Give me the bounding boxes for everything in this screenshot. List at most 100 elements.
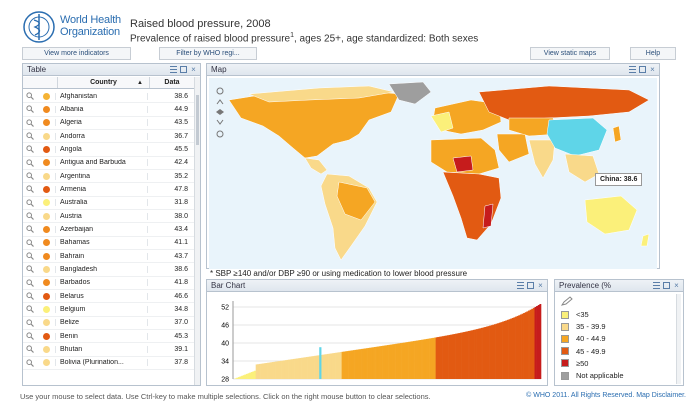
legend-item[interactable]: Not applicable [561, 371, 624, 380]
chart-bar[interactable] [516, 315, 519, 379]
chart-bar[interactable] [357, 349, 360, 379]
chart-bar[interactable] [309, 356, 312, 379]
chart-bar[interactable] [430, 338, 433, 379]
chart-bar[interactable] [503, 321, 506, 379]
legend-item[interactable]: <35 [561, 310, 589, 319]
table-row[interactable]: Bahamas 41.1 [23, 237, 194, 250]
chart-bar[interactable] [456, 333, 459, 379]
chart-bar[interactable] [331, 353, 334, 379]
table-row[interactable]: Belgium 34.8 [23, 303, 194, 317]
world-map-shapes[interactable] [209, 78, 657, 269]
chart-bar[interactable] [531, 308, 534, 379]
chart-bar[interactable] [395, 343, 398, 379]
chart-bar[interactable] [511, 317, 514, 379]
chart-bar[interactable] [364, 348, 367, 379]
chart-bar[interactable] [409, 341, 412, 379]
table-row[interactable]: Antigua and Barbuda 42.4 [23, 157, 194, 170]
chart-bar[interactable] [263, 363, 266, 379]
view-more-indicators-button[interactable]: View more indicators [22, 47, 131, 60]
chart-bar[interactable] [312, 356, 315, 379]
chart-bar[interactable] [359, 349, 362, 379]
chart-bar[interactable] [281, 360, 284, 379]
country-column-header[interactable]: Country ▲ [57, 77, 149, 88]
chart-bar[interactable] [388, 344, 391, 379]
chart-bar[interactable] [528, 310, 530, 379]
chart-bar[interactable] [524, 312, 527, 379]
maximize-icon[interactable] [639, 66, 646, 73]
legend-scrollbar[interactable] [676, 294, 681, 384]
copyright-link[interactable]: © WHO 2011. All Rights Reserved. Map Dis… [526, 392, 686, 399]
chart-bar[interactable] [461, 332, 464, 379]
chart-bar[interactable] [349, 350, 352, 379]
magnify-icon[interactable] [23, 239, 37, 247]
chart-bar[interactable] [396, 343, 399, 379]
magnify-icon[interactable] [23, 105, 37, 114]
magnify-icon[interactable] [23, 292, 37, 301]
chart-bar[interactable] [489, 325, 492, 379]
chart-bar[interactable] [421, 339, 423, 379]
chart-bar[interactable] [469, 330, 472, 379]
chart-bar[interactable] [336, 352, 339, 379]
chart-bar[interactable] [378, 346, 381, 379]
chart-bar[interactable] [301, 357, 304, 379]
chart-bar[interactable] [437, 337, 440, 379]
chart-bar[interactable] [406, 342, 409, 379]
chart-bar[interactable] [414, 340, 417, 379]
table-row[interactable]: Australia 31.8 [23, 197, 194, 210]
magnify-icon[interactable] [23, 359, 37, 367]
chart-bar[interactable] [296, 358, 299, 379]
chart-bar[interactable] [372, 347, 375, 379]
chart-bar[interactable] [529, 309, 532, 379]
magnify-icon[interactable] [23, 252, 37, 261]
chart-bar[interactable] [242, 375, 245, 379]
chart-bar[interactable] [427, 338, 430, 379]
table-row[interactable]: Belarus 46.6 [23, 290, 194, 304]
chart-bar[interactable] [352, 350, 355, 379]
chart-bar[interactable] [417, 340, 420, 379]
chart-bar[interactable] [438, 336, 441, 379]
chart-bar[interactable] [369, 347, 372, 379]
chart-bar[interactable] [239, 376, 242, 379]
chart-bar[interactable] [453, 334, 456, 379]
filter-region-button[interactable]: Filter by WHO regi... [159, 47, 257, 60]
legend-item[interactable]: 40 - 44.9 [561, 334, 606, 343]
chart-bar[interactable] [288, 359, 291, 379]
chart-bar[interactable] [247, 373, 250, 379]
chart-bar[interactable] [327, 353, 329, 379]
menu-icon[interactable] [517, 282, 524, 289]
chart-bar[interactable] [401, 342, 404, 379]
chart-bar[interactable] [254, 370, 256, 379]
chart-bar[interactable] [474, 329, 477, 379]
magnify-icon[interactable] [23, 119, 37, 127]
magnify-icon[interactable] [23, 199, 37, 207]
chart-bar[interactable] [354, 349, 357, 379]
chart-bar[interactable] [458, 333, 461, 379]
chart-bar[interactable] [487, 326, 490, 379]
table-row[interactable]: Argentina 35.2 [23, 170, 194, 184]
chart-bar[interactable] [270, 362, 273, 379]
table-row[interactable]: Algeria 43.5 [23, 117, 194, 130]
table-scrollbar[interactable] [194, 77, 200, 385]
chart-bar[interactable] [335, 352, 338, 379]
chart-bar[interactable] [273, 361, 276, 379]
chart-bar[interactable] [479, 328, 482, 379]
maximize-icon[interactable] [527, 282, 534, 289]
chart-bar[interactable] [276, 361, 279, 379]
magnify-icon[interactable] [23, 212, 37, 221]
chart-bar[interactable] [466, 331, 469, 379]
chart-bar[interactable] [468, 330, 470, 379]
chart-bar[interactable] [424, 339, 427, 379]
chart-bar[interactable] [297, 358, 300, 379]
chart-bar[interactable] [241, 375, 244, 379]
table-scrollbar-thumb[interactable] [196, 95, 199, 145]
chart-bar[interactable] [362, 348, 365, 379]
chart-bar[interactable] [445, 335, 448, 379]
chart-bar[interactable] [380, 346, 383, 379]
chart-bar[interactable] [302, 357, 305, 379]
chart-bar[interactable] [534, 306, 537, 379]
chart-bar[interactable] [485, 326, 488, 379]
chart-bar[interactable] [482, 327, 485, 379]
chart-bar[interactable] [323, 354, 326, 379]
chart-bar[interactable] [278, 361, 281, 379]
chart-bar[interactable] [518, 315, 521, 379]
